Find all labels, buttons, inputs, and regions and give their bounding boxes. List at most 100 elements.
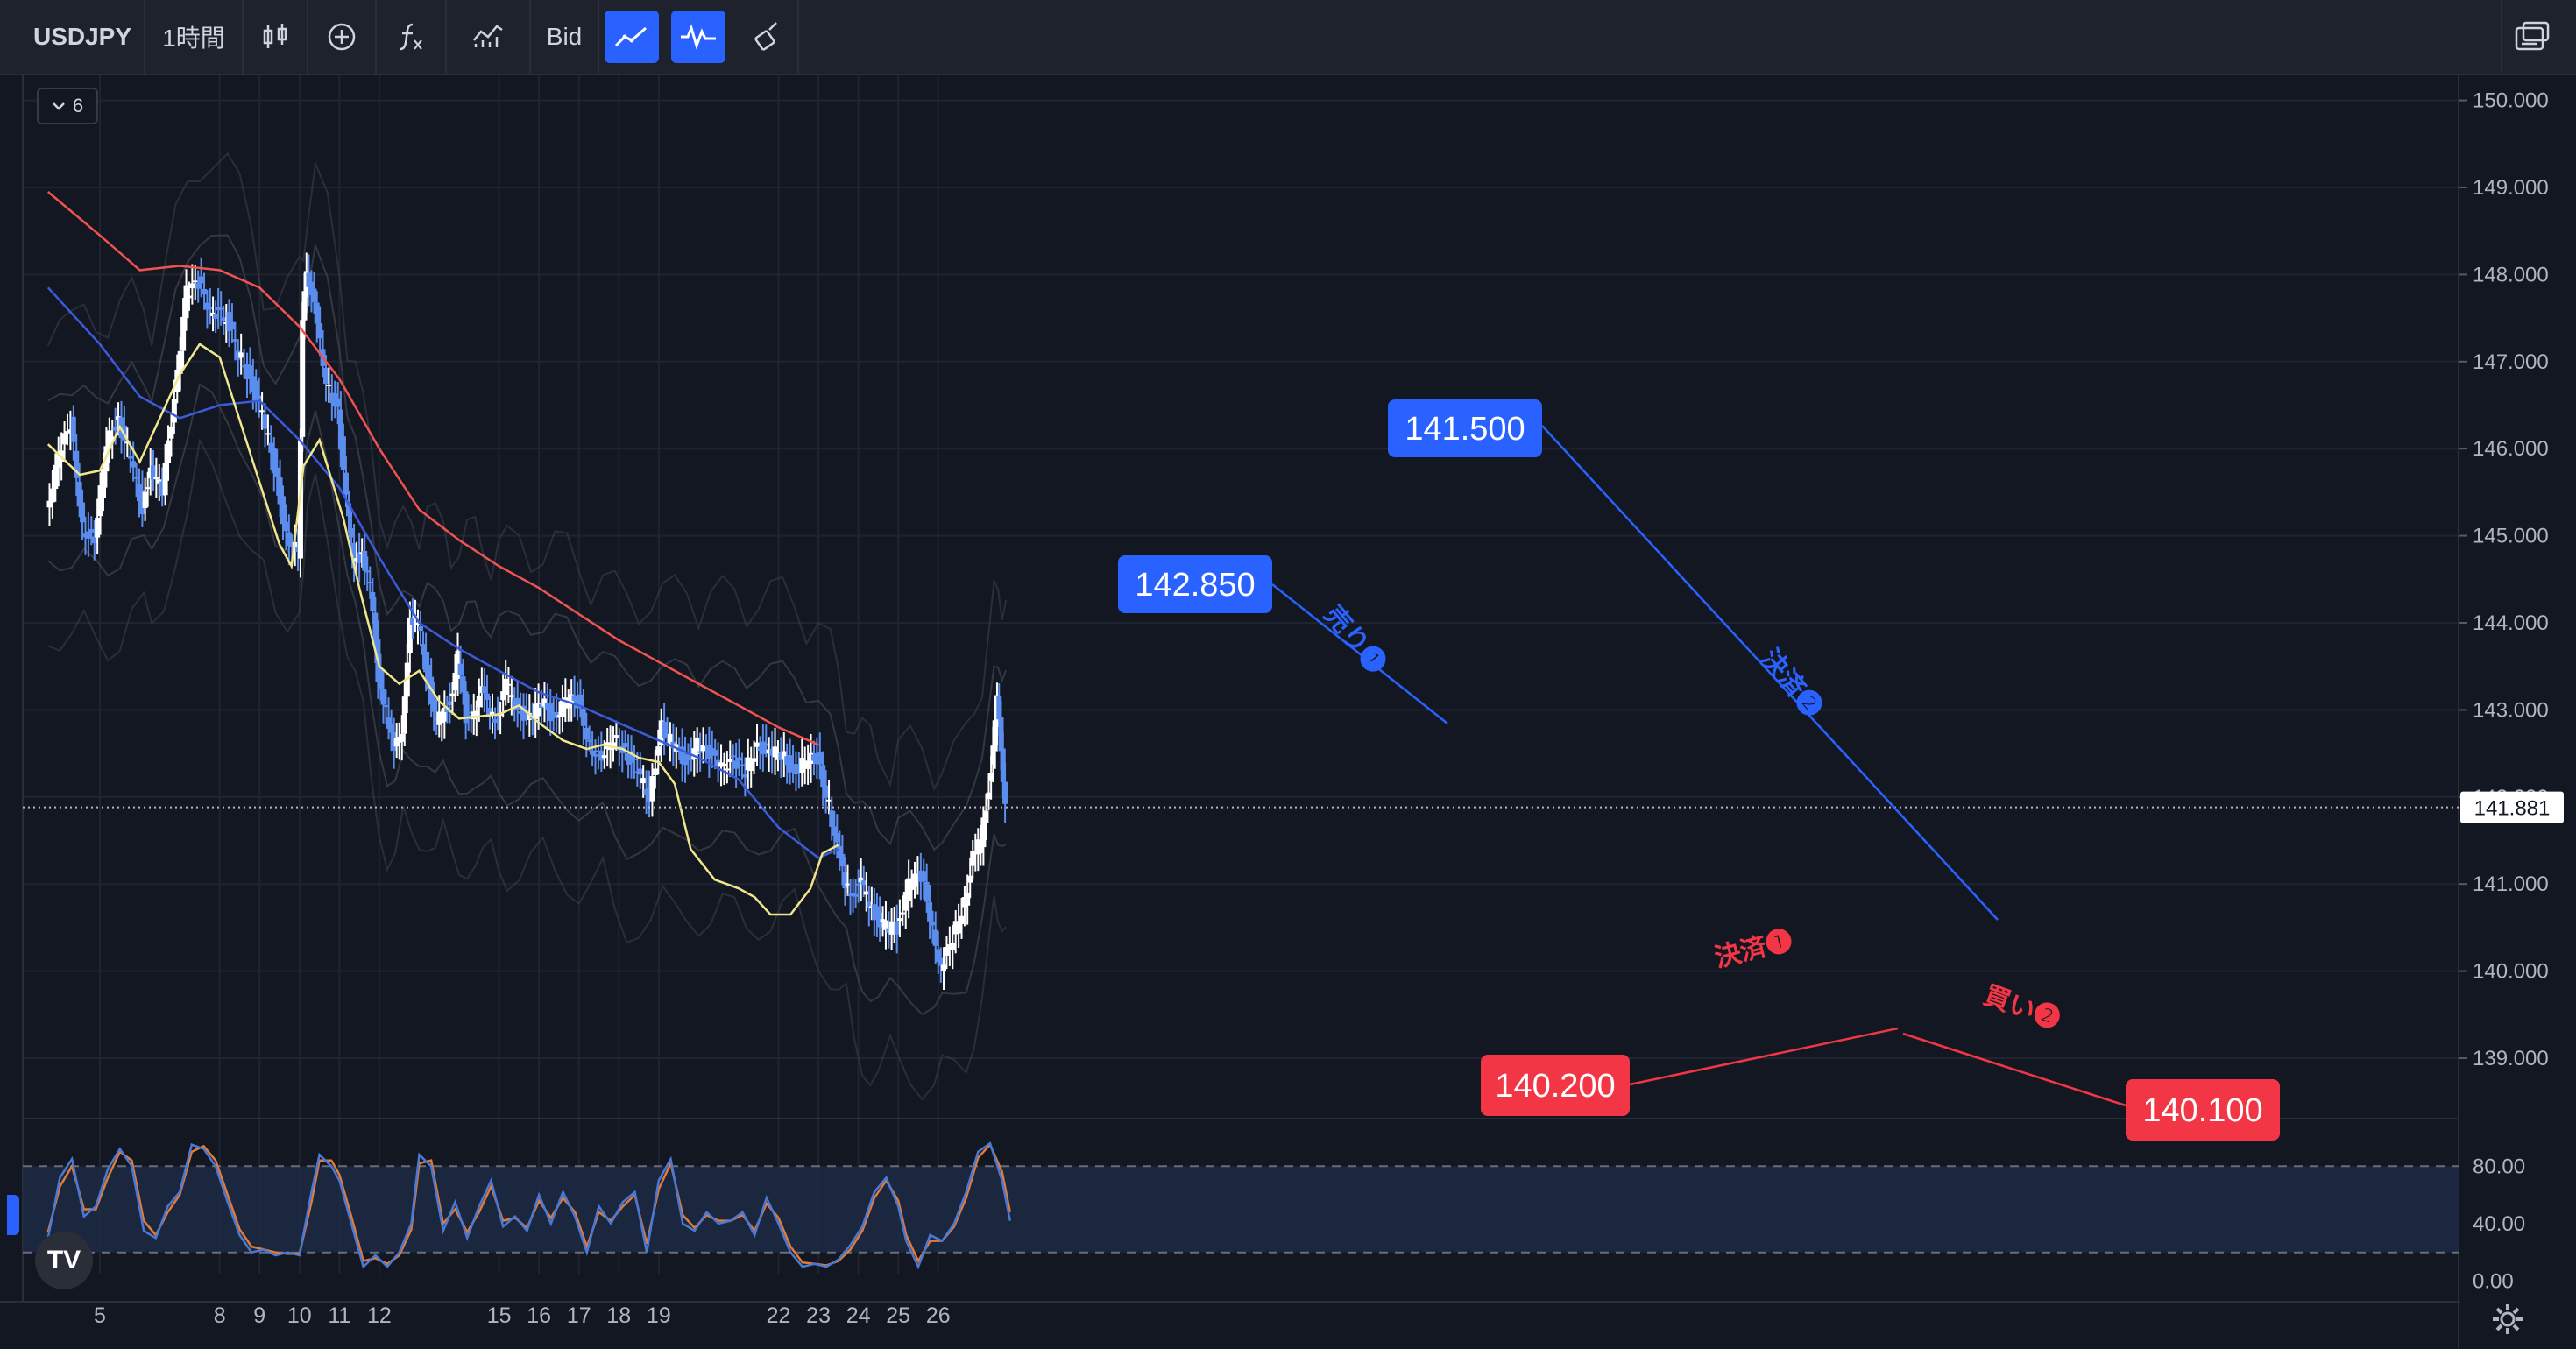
time-tick-label: 10 (287, 1303, 312, 1328)
candle-body (444, 707, 450, 712)
candle-body (927, 902, 933, 922)
candle-body (76, 481, 82, 507)
price-callout-box[interactable] (1118, 555, 1272, 613)
chart-style-button[interactable] (244, 0, 308, 74)
candle-body (563, 697, 569, 709)
candle-body (463, 691, 469, 724)
candle-body (131, 461, 137, 468)
candle-body (46, 500, 53, 508)
price-callout-box[interactable] (1481, 1055, 1630, 1116)
ma75-line (46, 286, 839, 859)
candle-body (670, 741, 676, 749)
candle-body (622, 743, 628, 748)
candle-body (391, 731, 397, 751)
candle-body (724, 768, 730, 771)
candle-body (631, 759, 637, 761)
legend-count: 6 (72, 95, 84, 117)
candle-body (775, 752, 781, 760)
legend-collapse-button[interactable]: 6 (37, 88, 98, 124)
candle-body (232, 339, 238, 342)
candle-body (808, 752, 814, 765)
candle-body (367, 582, 373, 584)
chart-area[interactable]: 142.850 売り❶ 141.500 決済❷ 140.200 決済❶ 140.100 買い❷… (0, 75, 2576, 1349)
candle-body (183, 285, 189, 319)
candle-body (506, 683, 512, 686)
candle-body (556, 715, 563, 717)
price-callout-box[interactable] (1388, 399, 1542, 457)
candle-body (153, 477, 159, 479)
gear-icon[interactable] (2490, 1302, 2525, 1337)
candle-body (434, 717, 440, 720)
candle-body (329, 392, 335, 404)
candle-body (548, 703, 554, 722)
candle-body (757, 747, 763, 752)
candle-body (733, 760, 740, 769)
layout-button[interactable] (2501, 0, 2562, 74)
candle-body (271, 448, 277, 473)
candle-body (970, 851, 976, 866)
candle-body (796, 767, 802, 770)
ma21-line (46, 343, 839, 916)
brush-button[interactable] (734, 0, 799, 74)
candle-body (207, 307, 213, 310)
candle-body (965, 892, 971, 906)
candle-body (372, 612, 379, 645)
candle-body (337, 409, 343, 450)
candle-body (924, 881, 930, 902)
trendlines[interactable]: 142.850 売り❶ 141.500 決済❷ 140.200 決済❶ 140.100 買い❷ (1118, 399, 2280, 1141)
candle-body (473, 710, 479, 717)
candle-body (471, 711, 477, 720)
candle-body (694, 738, 700, 755)
trendline[interactable] (1902, 1032, 2127, 1107)
candle-body (978, 842, 984, 854)
candle-body (973, 851, 979, 854)
moving-averages (23, 191, 2459, 916)
compare-button[interactable] (308, 0, 377, 74)
interval-button[interactable]: 1時間 (145, 0, 244, 74)
trendline[interactable] (1271, 583, 1448, 724)
price-callout-box[interactable] (2126, 1079, 2280, 1141)
candle-body (655, 746, 662, 756)
templates-button[interactable] (447, 0, 531, 74)
candle-body (343, 472, 349, 495)
candle-body (110, 436, 116, 441)
candle-body (204, 302, 210, 310)
candle-body (866, 901, 872, 908)
layout-icon (2515, 21, 2550, 51)
candle-body (938, 957, 944, 966)
candle-body (380, 689, 386, 705)
candle-body (944, 946, 950, 956)
candle-body (652, 768, 658, 776)
line-tool-button[interactable] (605, 11, 659, 63)
candle-body (116, 416, 122, 420)
candle-body (335, 398, 341, 407)
candle-body (975, 839, 981, 855)
candle-body (277, 477, 283, 505)
candle-body (189, 283, 195, 289)
candle-body (1000, 748, 1006, 782)
candle-body (829, 810, 835, 828)
candle-body (837, 845, 843, 858)
time-tick-label: 16 (527, 1303, 551, 1328)
price-tick-label: 143.000 (2473, 698, 2549, 722)
oscillator-tool-button[interactable] (671, 11, 725, 63)
candle-body (586, 739, 592, 742)
candle-body (74, 450, 80, 478)
candle-body (383, 705, 389, 708)
pane-handle[interactable] (7, 1195, 19, 1235)
trendline[interactable] (1629, 1027, 1899, 1086)
candle-body (990, 745, 996, 765)
candle-body (414, 622, 421, 625)
trendline[interactable] (1541, 425, 1999, 921)
symbol-button[interactable]: USDJPY (21, 0, 145, 74)
candle-body (860, 880, 867, 886)
indicators-button[interactable] (377, 0, 447, 74)
candle-body (823, 785, 829, 798)
fx-icon (400, 23, 422, 51)
candle-body (772, 746, 778, 758)
candle-body (223, 321, 230, 324)
candle-body (145, 487, 151, 490)
price-type-button[interactable]: Bid (531, 0, 599, 74)
candle-body (431, 698, 437, 712)
osc-tick-label: 80.00 (2473, 1155, 2525, 1178)
